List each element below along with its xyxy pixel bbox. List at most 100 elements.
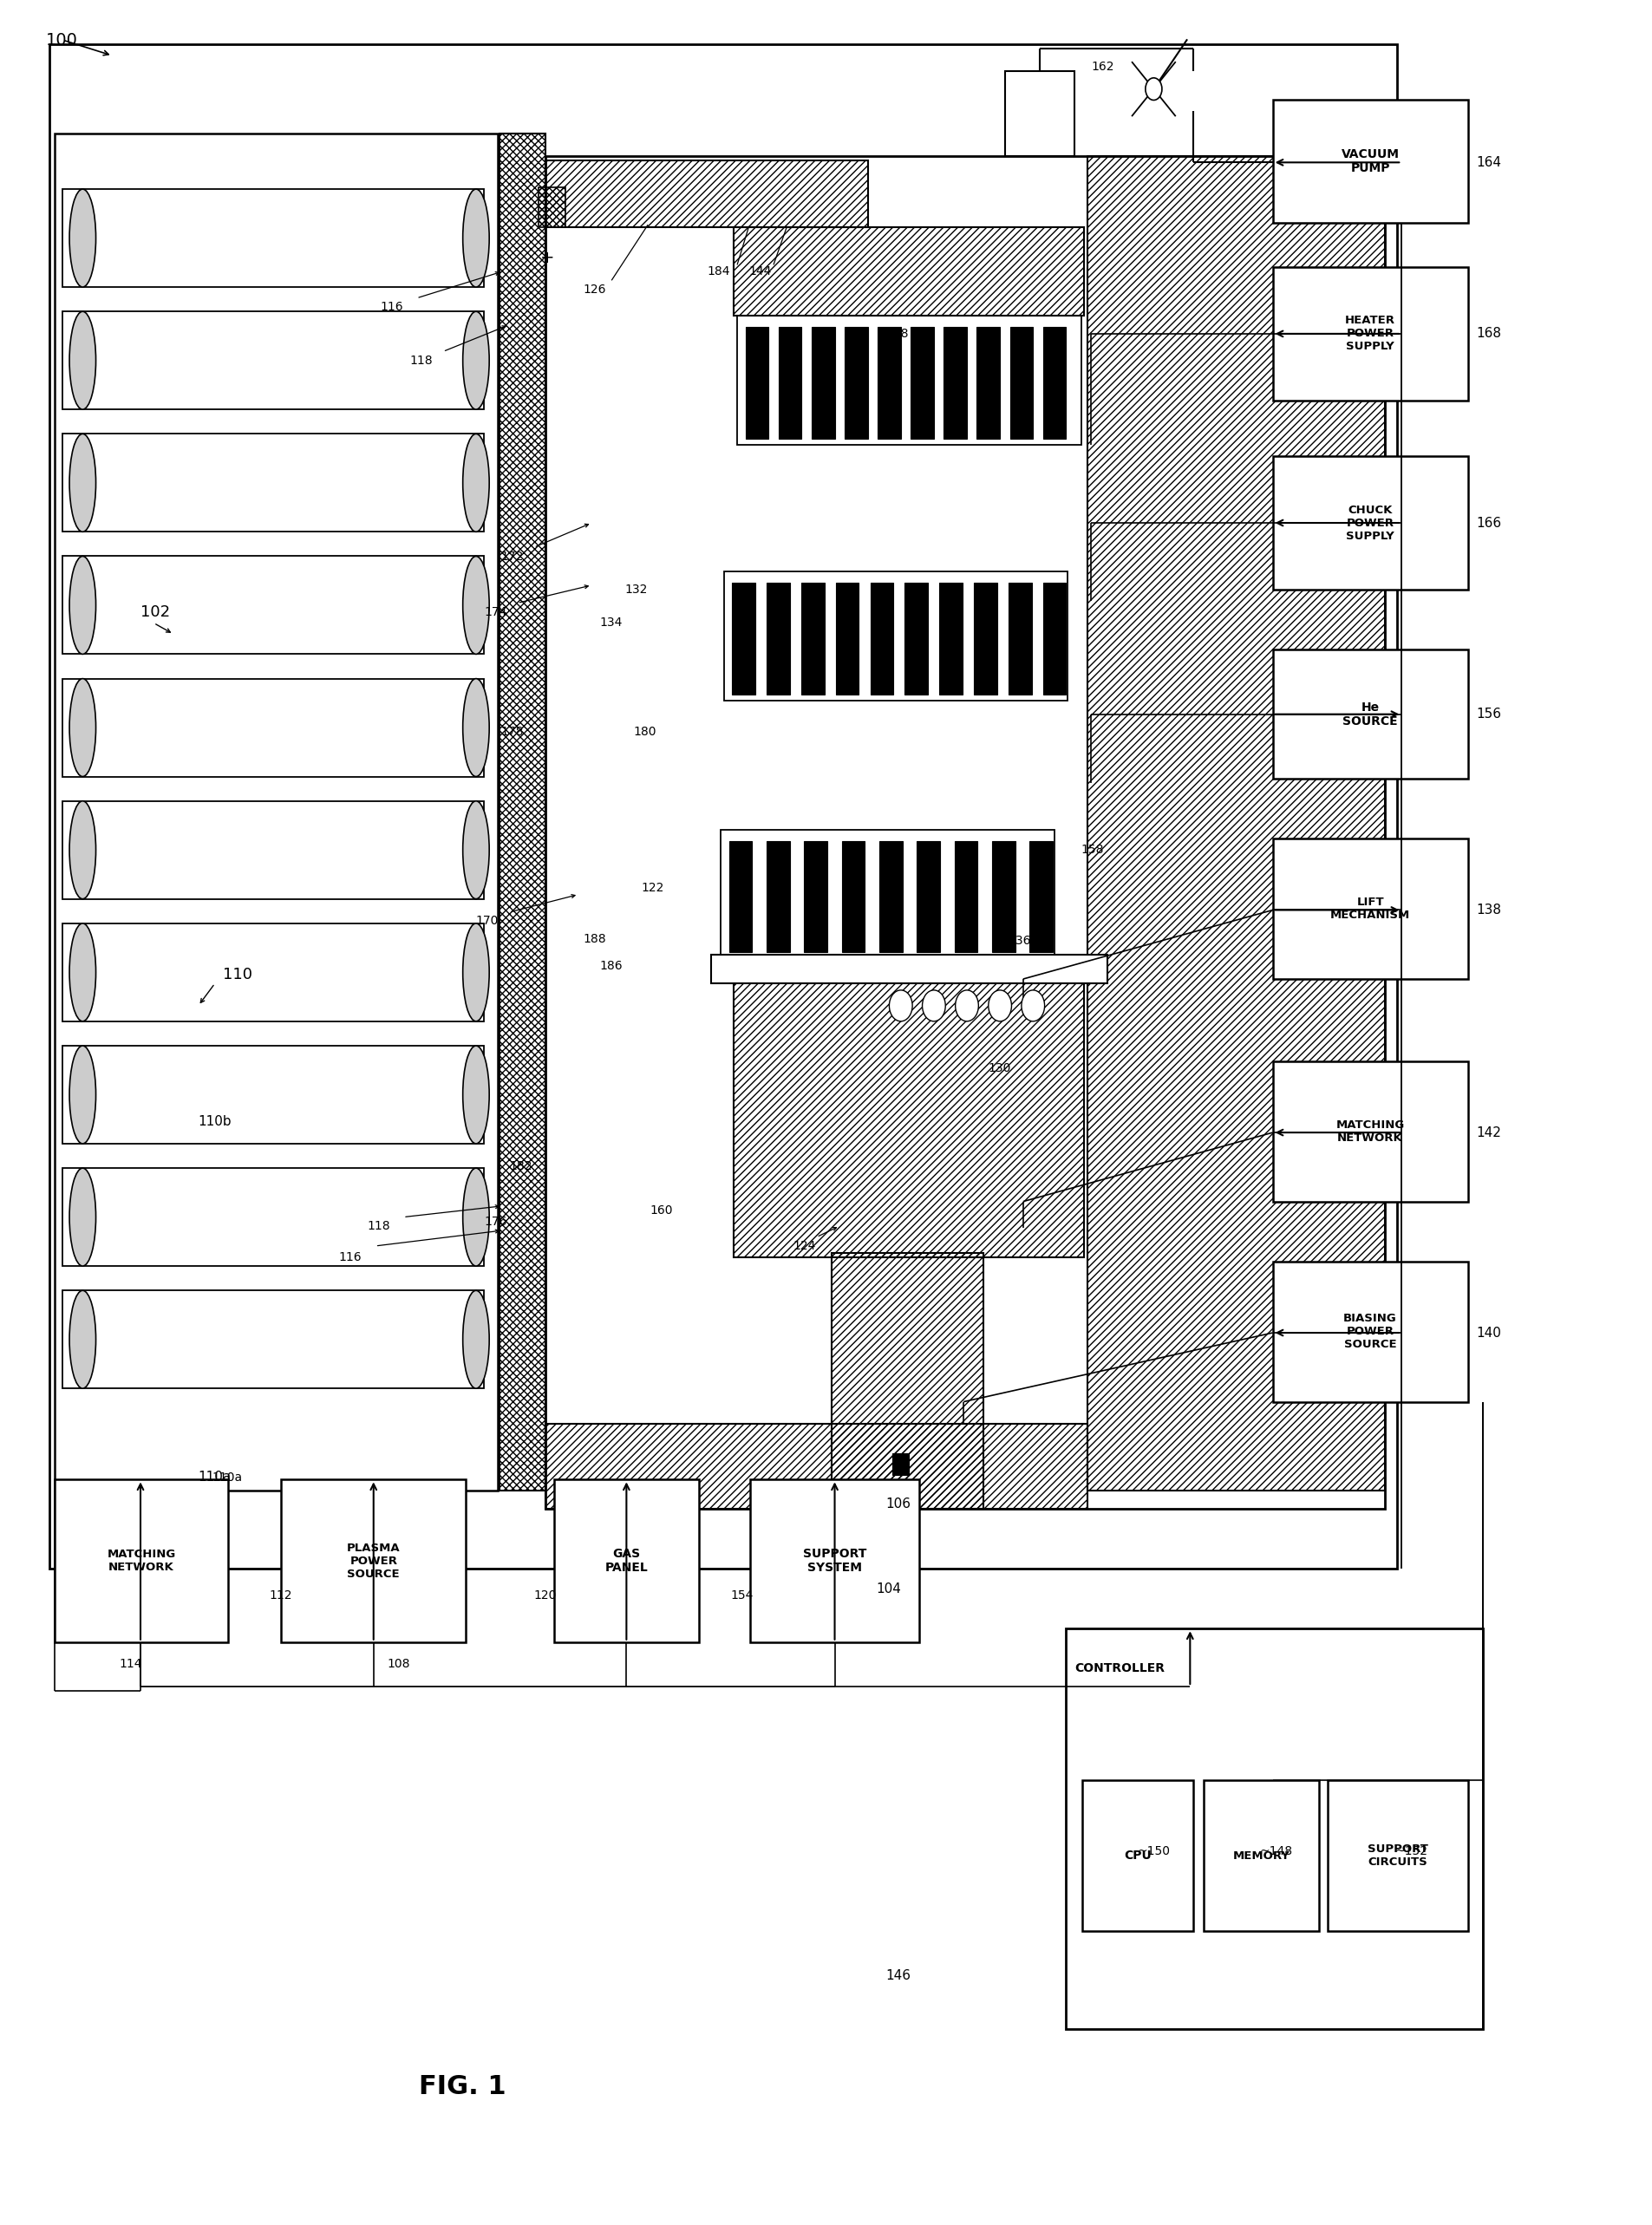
Text: +: +: [540, 249, 555, 267]
Bar: [55, 1480, 228, 1642]
Bar: [737, 316, 1080, 445]
Ellipse shape: [463, 434, 489, 532]
Bar: [938, 583, 961, 694]
Bar: [1042, 583, 1066, 694]
Text: 110a: 110a: [211, 1471, 241, 1484]
Bar: [917, 841, 940, 952]
Text: 146: 146: [885, 1969, 910, 1982]
Text: SUPPORT
CIRCUITS: SUPPORT CIRCUITS: [1366, 1845, 1427, 1867]
Bar: [745, 327, 768, 438]
Ellipse shape: [463, 923, 489, 1021]
Text: MATCHING
NETWORK: MATCHING NETWORK: [107, 1549, 175, 1573]
Text: 130: 130: [988, 1061, 1011, 1075]
Ellipse shape: [69, 434, 96, 532]
Text: 154: 154: [730, 1589, 753, 1602]
Ellipse shape: [69, 1168, 96, 1266]
Bar: [720, 830, 1054, 959]
Text: 162: 162: [1090, 60, 1113, 73]
Bar: [803, 841, 826, 952]
Bar: [1009, 327, 1032, 438]
Bar: [539, 187, 565, 227]
Text: 168: 168: [1475, 327, 1500, 340]
Bar: [732, 583, 755, 694]
Bar: [545, 156, 1384, 1509]
Bar: [1272, 839, 1467, 979]
Bar: [801, 583, 824, 694]
Bar: [50, 44, 1396, 1569]
Text: LIFT
MECHANISM: LIFT MECHANISM: [1330, 897, 1409, 921]
Ellipse shape: [69, 923, 96, 1021]
Text: 100: 100: [46, 31, 78, 49]
Text: 136: 136: [1008, 934, 1031, 948]
Ellipse shape: [463, 679, 489, 777]
Text: CHUCK
POWER
SUPPLY: CHUCK POWER SUPPLY: [1345, 505, 1394, 541]
Text: 110: 110: [223, 966, 253, 983]
Text: CPU: CPU: [1123, 1849, 1151, 1862]
Text: 170: 170: [476, 914, 499, 928]
Text: 118: 118: [410, 354, 433, 367]
Bar: [943, 327, 966, 438]
Bar: [836, 583, 859, 694]
Text: VACUUM
PUMP: VACUUM PUMP: [1340, 149, 1399, 174]
Bar: [1327, 1780, 1467, 1931]
Ellipse shape: [463, 556, 489, 654]
Bar: [710, 955, 1107, 983]
Bar: [1272, 650, 1467, 779]
Text: 144: 144: [748, 265, 771, 278]
Bar: [1272, 267, 1467, 400]
Bar: [841, 841, 864, 952]
Ellipse shape: [69, 801, 96, 899]
Text: ~152: ~152: [1394, 1845, 1427, 1858]
Text: 142: 142: [1475, 1126, 1500, 1139]
Bar: [733, 972, 1084, 1257]
Bar: [545, 160, 867, 227]
Bar: [750, 1480, 919, 1642]
Ellipse shape: [463, 189, 489, 287]
Bar: [910, 327, 933, 438]
Ellipse shape: [69, 189, 96, 287]
Ellipse shape: [463, 312, 489, 409]
Bar: [281, 1480, 466, 1642]
Bar: [871, 583, 894, 694]
Bar: [63, 556, 484, 654]
Bar: [1087, 156, 1384, 1491]
Bar: [892, 1453, 909, 1475]
Text: 164: 164: [1475, 156, 1500, 169]
Text: 126: 126: [583, 283, 606, 296]
Text: 180: 180: [633, 725, 656, 739]
Text: He
SOURCE: He SOURCE: [1341, 701, 1398, 728]
Ellipse shape: [463, 1290, 489, 1388]
Bar: [877, 327, 900, 438]
Bar: [1272, 100, 1467, 222]
Bar: [1066, 1629, 1482, 2029]
Bar: [733, 227, 1084, 316]
Bar: [553, 1480, 699, 1642]
Circle shape: [988, 990, 1011, 1021]
Text: 112: 112: [269, 1589, 292, 1602]
Bar: [63, 923, 484, 1021]
Bar: [63, 801, 484, 899]
Text: 110a: 110a: [198, 1471, 231, 1484]
Text: 104: 104: [876, 1582, 900, 1595]
Bar: [955, 841, 976, 952]
Text: ~148: ~148: [1259, 1845, 1292, 1858]
Text: 134: 134: [600, 616, 623, 630]
Bar: [973, 583, 996, 694]
Bar: [545, 1424, 1087, 1509]
Text: 166: 166: [1475, 516, 1500, 530]
Bar: [844, 327, 867, 438]
Bar: [976, 327, 999, 438]
Text: 138: 138: [1475, 903, 1500, 917]
Text: HEATER
POWER
SUPPLY: HEATER POWER SUPPLY: [1345, 316, 1394, 352]
Text: 120: 120: [534, 1589, 557, 1602]
Text: 182: 182: [509, 1159, 532, 1173]
Bar: [63, 312, 484, 409]
Ellipse shape: [463, 1168, 489, 1266]
Text: 160: 160: [649, 1204, 672, 1217]
Bar: [1272, 1262, 1467, 1402]
Text: 118: 118: [367, 1219, 390, 1233]
Bar: [1042, 327, 1066, 438]
Bar: [767, 583, 790, 694]
Bar: [1029, 841, 1052, 952]
Text: 172: 172: [501, 550, 524, 563]
